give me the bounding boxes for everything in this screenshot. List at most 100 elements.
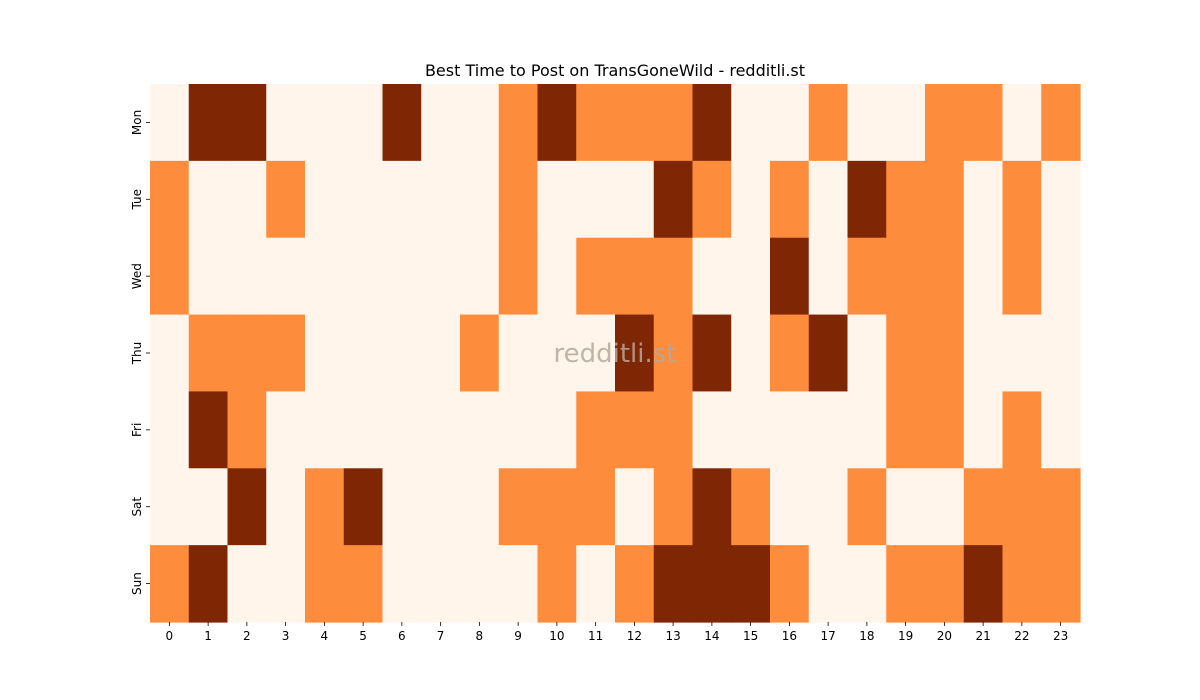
heatmap-cell-fri-21	[963, 391, 1004, 469]
heatmap-cell-sun-20	[925, 545, 965, 623]
heatmap-cell-thu-8	[460, 314, 500, 393]
heatmap-cell-thu-10	[537, 314, 577, 393]
heatmap-cell-wed-10	[537, 237, 577, 316]
heatmap-cell-tue-15	[731, 160, 771, 239]
heatmap-cell-thu-9	[498, 314, 539, 393]
heatmap-cell-sun-0	[150, 545, 190, 623]
y-tick-label-sat: Sat	[130, 497, 144, 517]
heatmap-cell-fri-0	[150, 391, 190, 469]
heatmap-cell-sun-15	[731, 545, 771, 623]
heatmap-cell-mon-3	[266, 84, 306, 162]
heatmap-cell-sat-3	[266, 468, 306, 546]
heatmap-cell-sat-9	[498, 468, 539, 546]
x-tick-label-8: 8	[476, 629, 484, 643]
heatmap-cell-sat-18	[847, 468, 887, 546]
heatmap-cell-sun-1	[188, 545, 229, 623]
heatmap-cell-tue-9	[498, 160, 539, 239]
heatmap-cell-sun-4	[305, 545, 345, 623]
heatmap-cell-sun-17	[808, 545, 849, 623]
x-tick-label-1: 1	[204, 629, 212, 643]
heatmap-cell-wed-7	[421, 237, 461, 316]
heatmap-cell-sun-3	[266, 545, 306, 623]
heatmap-cell-thu-1	[188, 314, 229, 393]
heatmap-cell-wed-4	[305, 237, 345, 316]
heatmap-cell-fri-1	[188, 391, 229, 469]
heatmap-cell-thu-13	[653, 314, 694, 393]
heatmap-cell-mon-0	[150, 84, 190, 162]
heatmap-cell-fri-18	[847, 391, 887, 469]
heatmap-cell-wed-8	[460, 237, 500, 316]
heatmap-cell-fri-3	[266, 391, 306, 469]
heatmap-cell-wed-18	[847, 237, 887, 316]
heatmap-cell-tue-4	[305, 160, 345, 239]
heatmap-cell-thu-21	[963, 314, 1004, 393]
heatmap-cell-fri-4	[305, 391, 345, 469]
heatmap-cell-tue-14	[692, 160, 732, 239]
y-tick-label-tue: Tue	[130, 189, 144, 211]
heatmap-cell-fri-16	[770, 391, 810, 469]
heatmap-cell-sat-20	[925, 468, 965, 546]
heatmap-cell-tue-16	[770, 160, 810, 239]
heatmap-cell-thu-23	[1041, 314, 1081, 393]
heatmap-cell-fri-22	[1002, 391, 1042, 469]
heatmap-cell-sat-6	[382, 468, 422, 546]
x-tick-label-18: 18	[859, 629, 874, 643]
heatmap-cell-sat-7	[421, 468, 461, 546]
heatmap-cell-thu-12	[615, 314, 655, 393]
heatmap-cell-fri-2	[227, 391, 267, 469]
x-tick-label-9: 9	[514, 629, 522, 643]
heatmap-cell-fri-7	[421, 391, 461, 469]
heatmap-cell-wed-11	[576, 237, 616, 316]
heatmap-cell-sat-16	[770, 468, 810, 546]
heatmap-cell-sat-23	[1041, 468, 1081, 546]
heatmap-cell-sat-19	[886, 468, 926, 546]
heatmap-cell-mon-14	[692, 84, 732, 162]
heatmap-cell-sun-21	[963, 545, 1004, 623]
heatmap-cell-mon-1	[188, 84, 229, 162]
heatmap-cell-tue-7	[421, 160, 461, 239]
heatmap-cell-sat-14	[692, 468, 732, 546]
y-tick-label-fri: Fri	[130, 423, 144, 437]
heatmap-cell-thu-7	[421, 314, 461, 393]
x-tick-label-14: 14	[704, 629, 719, 643]
heatmap-cell-thu-0	[150, 314, 190, 393]
x-tick-label-13: 13	[665, 629, 680, 643]
x-tick-label-10: 10	[549, 629, 564, 643]
x-tick-label-12: 12	[627, 629, 642, 643]
heatmap-cell-wed-2	[227, 237, 267, 316]
heatmap-cell-sun-9	[498, 545, 539, 623]
heatmap-cell-thu-4	[305, 314, 345, 393]
y-axis: Mon Tue Wed Thu Fri Sat Sun	[130, 110, 150, 595]
heatmap-cell-sun-7	[421, 545, 461, 623]
heatmap-cell-thu-2	[227, 314, 267, 393]
heatmap-cell-tue-6	[382, 160, 422, 239]
heatmap-cell-wed-14	[692, 237, 732, 316]
heatmap-cell-mon-16	[770, 84, 810, 162]
heatmap-cell-mon-6	[382, 84, 422, 162]
heatmap-cell-mon-4	[305, 84, 345, 162]
heatmap-cell-sun-8	[460, 545, 500, 623]
heatmap-cell-sat-12	[615, 468, 655, 546]
heatmap-cell-fri-20	[925, 391, 965, 469]
heatmap-cell-tue-21	[963, 160, 1004, 239]
heatmap-cell-sun-13	[653, 545, 694, 623]
heatmap-cell-fri-10	[537, 391, 577, 469]
heatmap-cell-fri-9	[498, 391, 539, 469]
heatmap-cell-fri-5	[343, 391, 384, 469]
heatmap-cell-sun-5	[343, 545, 384, 623]
watermark: redditli.st	[554, 339, 677, 369]
heatmap-cell-sun-6	[382, 545, 422, 623]
y-tick-label-mon: Mon	[130, 110, 144, 135]
heatmap-cell-mon-17	[808, 84, 849, 162]
heatmap-cell-thu-22	[1002, 314, 1042, 393]
heatmap-cell-wed-23	[1041, 237, 1081, 316]
heatmap-cell-sat-0	[150, 468, 190, 546]
heatmap-cell-mon-11	[576, 84, 616, 162]
heatmap-cell-sat-11	[576, 468, 616, 546]
heatmap-cell-wed-0	[150, 237, 190, 316]
heatmap-cell-sat-5	[343, 468, 384, 546]
x-tick-label-23: 23	[1053, 629, 1068, 643]
x-tick-label-19: 19	[898, 629, 913, 643]
heatmap-cell-sat-13	[653, 468, 694, 546]
